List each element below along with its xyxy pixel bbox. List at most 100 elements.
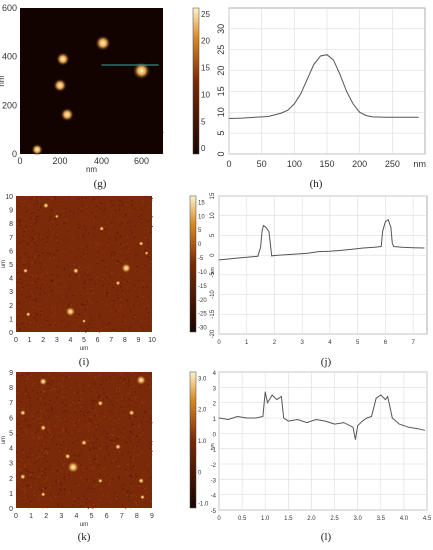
afm-texture — [28, 396, 30, 399]
afm-texture — [77, 248, 79, 250]
afm-texture — [16, 451, 18, 454]
afm-particle — [94, 35, 111, 52]
x-tick-label: 7 — [120, 513, 124, 520]
afm-texture — [122, 396, 125, 399]
afm-texture — [92, 507, 94, 510]
afm-texture — [150, 476, 152, 479]
afm-particle — [121, 263, 132, 274]
afm-texture — [97, 263, 99, 265]
afm-texture — [83, 495, 85, 497]
afm-texture — [123, 279, 125, 281]
afm-texture — [111, 272, 113, 274]
x-tick-label: 3 — [55, 337, 59, 344]
afm-texture — [20, 98, 22, 100]
afm-texture — [22, 408, 24, 410]
afm-texture — [79, 255, 82, 258]
afm-texture — [117, 387, 119, 389]
afm-texture — [91, 390, 93, 392]
afm-texture — [19, 216, 21, 218]
afm-texture — [44, 468, 46, 470]
afm-texture — [88, 299, 90, 301]
afm-texture — [41, 449, 43, 451]
x-tick-label: 200 — [352, 159, 367, 169]
afm-texture — [87, 328, 89, 330]
afm-texture — [68, 460, 70, 463]
afm-texture — [142, 415, 145, 417]
afm-texture — [30, 261, 32, 264]
afm-texture — [41, 468, 43, 470]
afm-texture — [85, 331, 87, 333]
afm-texture — [27, 458, 29, 461]
afm-texture — [36, 319, 38, 322]
afm-texture — [141, 219, 143, 222]
afm-texture — [72, 248, 74, 250]
data-point — [391, 417, 393, 419]
afm-particle — [25, 311, 31, 317]
afm-texture — [31, 17, 34, 20]
afm-texture — [123, 281, 126, 283]
y-tick-label: -10 — [210, 290, 216, 299]
afm-texture — [33, 419, 35, 421]
afm-particle — [82, 319, 86, 324]
colorbar-tick-label: 10 — [198, 214, 205, 220]
data-point — [375, 397, 377, 399]
afm-texture — [101, 398, 103, 400]
x-tick-label: 8 — [135, 513, 139, 520]
x-tick-label: 1 — [29, 513, 33, 520]
afm-texture — [120, 446, 122, 448]
afm-texture — [123, 295, 126, 297]
afm-texture — [125, 57, 127, 59]
afm-texture — [95, 429, 98, 431]
afm-texture — [36, 287, 39, 289]
afm-texture — [21, 222, 23, 224]
afm-texture — [91, 319, 93, 321]
afm-texture — [48, 440, 50, 443]
afm-texture — [20, 254, 22, 256]
afm-texture — [17, 378, 19, 380]
afm-texture — [32, 301, 34, 303]
afm-texture — [22, 204, 24, 207]
x-tick-label: 4 — [68, 337, 72, 344]
afm-texture — [51, 435, 53, 437]
afm-texture — [122, 243, 125, 245]
afm-texture — [149, 245, 151, 248]
afm-texture — [138, 34, 140, 36]
afm-texture — [95, 404, 97, 407]
afm-texture — [52, 51, 55, 53]
afm-texture — [123, 378, 126, 380]
afm-texture — [56, 480, 59, 483]
afm-texture — [83, 282, 86, 284]
x-tick-label: 600 — [134, 156, 149, 166]
afm-texture — [147, 229, 149, 232]
afm-texture — [80, 294, 82, 296]
afm-texture — [109, 410, 111, 412]
afm-texture — [33, 226, 35, 228]
data-point — [354, 439, 356, 440]
afm-texture — [125, 246, 128, 248]
afm-texture — [42, 488, 44, 490]
afm-texture — [86, 267, 88, 269]
afm-texture — [91, 400, 94, 402]
afm-texture — [96, 244, 98, 246]
afm-texture — [82, 466, 84, 468]
afm-texture — [130, 305, 133, 308]
afm-texture — [127, 499, 129, 501]
afm-texture — [139, 484, 141, 487]
afm-texture — [119, 304, 122, 306]
afm-texture — [88, 410, 90, 412]
afm-texture — [38, 438, 41, 440]
afm-texture — [55, 66, 58, 68]
afm-texture — [32, 436, 35, 438]
x-tick-label: 2.0 — [307, 516, 316, 522]
afm-texture — [80, 477, 82, 479]
afm-texture — [49, 428, 51, 430]
afm-texture — [116, 410, 118, 412]
afm-texture — [70, 387, 72, 390]
afm-texture — [130, 325, 132, 327]
x-tick-label: 2 — [273, 340, 277, 346]
afm-texture — [39, 422, 41, 424]
afm-texture — [115, 461, 117, 463]
afm-texture — [130, 203, 132, 206]
afm-texture — [93, 235, 95, 237]
afm-texture — [63, 463, 65, 465]
